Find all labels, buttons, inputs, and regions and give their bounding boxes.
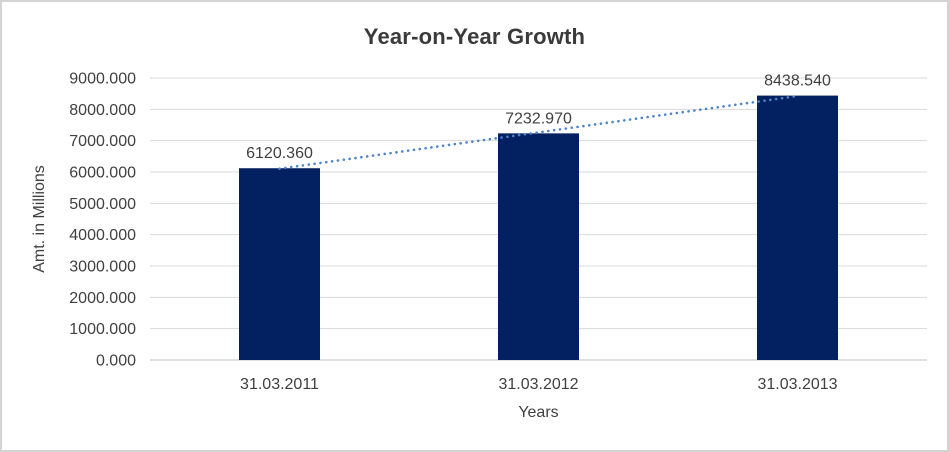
bars-group (239, 95, 838, 361)
trendline-group (278, 94, 799, 171)
trendline (278, 94, 799, 171)
y-tick-label: 1000.000 (69, 321, 136, 338)
bar-data-label: 7232.970 (505, 110, 572, 127)
y-tick-label: 4000.000 (69, 227, 136, 244)
x-tick-label: 31.03.2012 (498, 376, 578, 393)
y-tick-label: 2000.000 (69, 290, 136, 307)
bar-data-label: 6120.360 (246, 145, 313, 162)
y-tick-label: 7000.000 (69, 133, 136, 150)
y-tick-label: 3000.000 (69, 259, 136, 276)
labels-group: 0.000 1000.000 2000.000 3000.000 4000.000 500… (69, 71, 837, 394)
y-tick-label: 5000.000 (69, 196, 136, 213)
bar (498, 133, 579, 360)
x-axis-title: Years (518, 404, 559, 421)
x-tick-label: 31.03.2013 (757, 376, 837, 393)
bar (239, 168, 320, 360)
x-tick-label: 31.03.2011 (240, 376, 319, 393)
y-tick-label: 9000.000 (69, 71, 136, 88)
y-tick-label: 0.000 (96, 353, 136, 370)
chart-title: Year-on-Year Growth (363, 24, 586, 49)
y-tick-label: 6000.000 (69, 165, 136, 182)
y-tick-label: 8000.000 (69, 102, 136, 119)
bar (757, 95, 838, 361)
bar-data-label: 8438.540 (764, 73, 831, 90)
